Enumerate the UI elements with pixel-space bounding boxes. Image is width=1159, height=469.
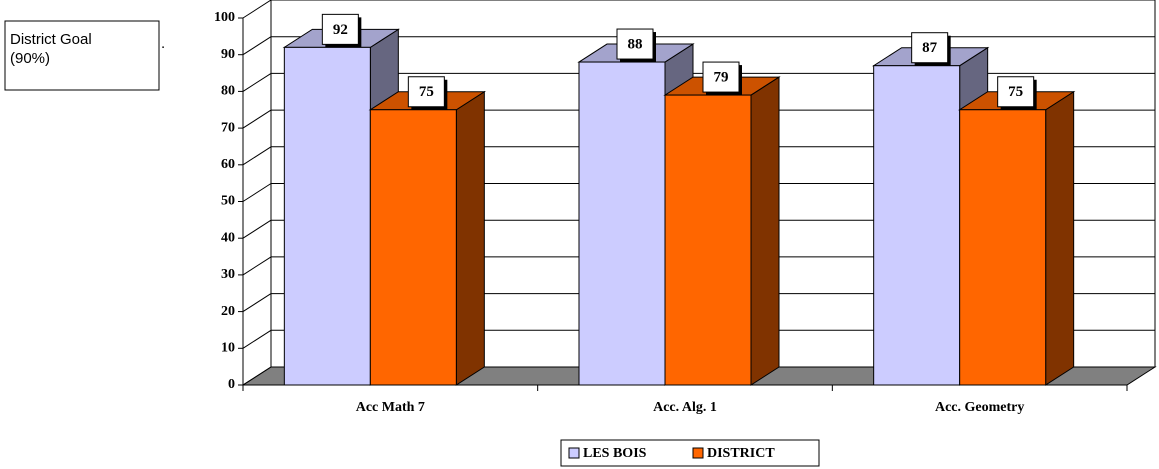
grid-line xyxy=(242,36,272,56)
value-label: 79 xyxy=(714,70,729,86)
grid-line xyxy=(242,329,272,349)
annotation-box xyxy=(4,20,160,91)
x-tick-label: Acc. Alg. 1 xyxy=(653,400,717,415)
y-tick-label: 20 xyxy=(221,304,235,319)
grid-line xyxy=(242,256,272,276)
y-tick-label: 70 xyxy=(221,120,235,135)
y-tick-label: 0 xyxy=(228,377,235,392)
y-tick-label: 10 xyxy=(221,341,235,356)
bar xyxy=(368,90,487,386)
annotation-line: District Goal xyxy=(10,31,92,48)
legend-label: LES BOIS xyxy=(583,446,647,461)
legend-swatch xyxy=(692,447,704,459)
value-label: 75 xyxy=(419,84,434,100)
grid-line xyxy=(242,219,272,239)
value-label: 88 xyxy=(628,36,643,52)
bar-side xyxy=(750,76,780,386)
bar-front xyxy=(664,94,752,386)
value-label-box xyxy=(407,76,445,108)
grid-line xyxy=(242,366,272,386)
bar xyxy=(957,90,1076,386)
legend-swatch xyxy=(568,447,580,459)
bar-front xyxy=(283,46,371,386)
y-tick-label: 50 xyxy=(221,194,235,209)
value-label-box xyxy=(702,61,740,93)
value-label: 87 xyxy=(922,40,938,56)
grid-line xyxy=(242,293,272,313)
bar xyxy=(663,76,781,386)
grid-line xyxy=(242,0,272,19)
value-label-box xyxy=(321,13,359,45)
bar-front xyxy=(959,109,1047,386)
value-label: 92 xyxy=(333,22,348,38)
y-tick-label: 40 xyxy=(221,230,235,245)
y-tick-label: 60 xyxy=(221,157,235,172)
grid-line xyxy=(242,72,272,92)
value-label-box xyxy=(997,76,1035,108)
y-tick-label: 90 xyxy=(221,47,235,62)
x-tick-label: Acc Math 7 xyxy=(356,400,425,415)
y-tick-label: 30 xyxy=(221,267,235,282)
legend-label: DISTRICT xyxy=(707,446,775,461)
grid-line xyxy=(242,109,272,129)
value-label-box xyxy=(616,28,654,60)
annotation-dot: . xyxy=(161,35,165,52)
bar-front xyxy=(873,65,961,386)
bar-side xyxy=(1045,90,1075,386)
bar-front xyxy=(578,61,666,386)
x-tick-label: Acc. Geometry xyxy=(935,400,1024,415)
bar-front xyxy=(369,109,457,386)
grid-line xyxy=(242,146,272,166)
bar-side xyxy=(455,90,485,386)
y-tick-label: 100 xyxy=(214,10,235,25)
y-tick-label: 80 xyxy=(221,84,235,99)
grid-line xyxy=(242,183,272,202)
value-label-box xyxy=(911,32,949,64)
annotation-line: (90%) xyxy=(10,50,50,67)
legend: LES BOIS DISTRICT xyxy=(560,439,820,467)
legend-box xyxy=(560,439,820,467)
value-label: 75 xyxy=(1008,84,1023,100)
